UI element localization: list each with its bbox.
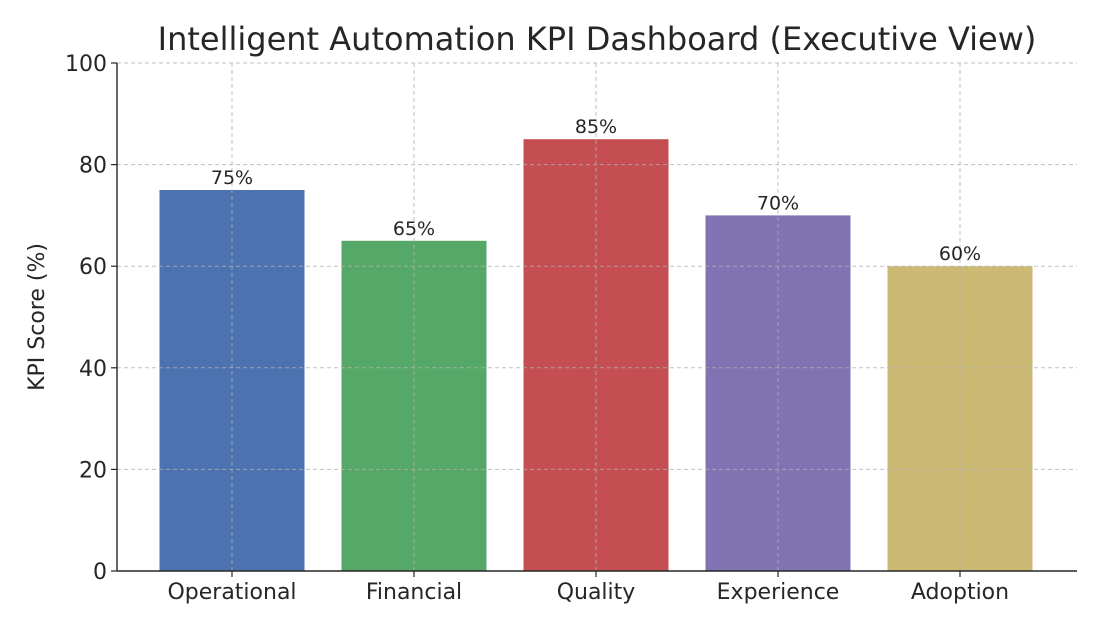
- y-tick-label: 100: [65, 52, 107, 77]
- data-label: 75%: [211, 167, 253, 189]
- data-label: 85%: [575, 116, 617, 138]
- x-tick-label: Experience: [717, 580, 840, 605]
- y-axis-label: KPI Score (%): [25, 243, 50, 391]
- data-label: 70%: [757, 192, 799, 214]
- x-tick-label: Operational: [167, 580, 296, 605]
- x-tick-label: Adoption: [911, 580, 1009, 605]
- y-tick-label: 60: [79, 255, 107, 280]
- y-tick-label: 0: [93, 560, 107, 585]
- y-tick-label: 40: [79, 357, 107, 382]
- data-label: 65%: [393, 218, 435, 240]
- x-tick-label: Financial: [366, 580, 462, 605]
- y-tick-label: 80: [79, 154, 107, 179]
- chart-title: Intelligent Automation KPI Dashboard (Ex…: [158, 20, 1037, 58]
- x-tick-label: Quality: [557, 580, 636, 605]
- y-tick-label: 20: [79, 458, 107, 483]
- data-label: 60%: [939, 243, 981, 265]
